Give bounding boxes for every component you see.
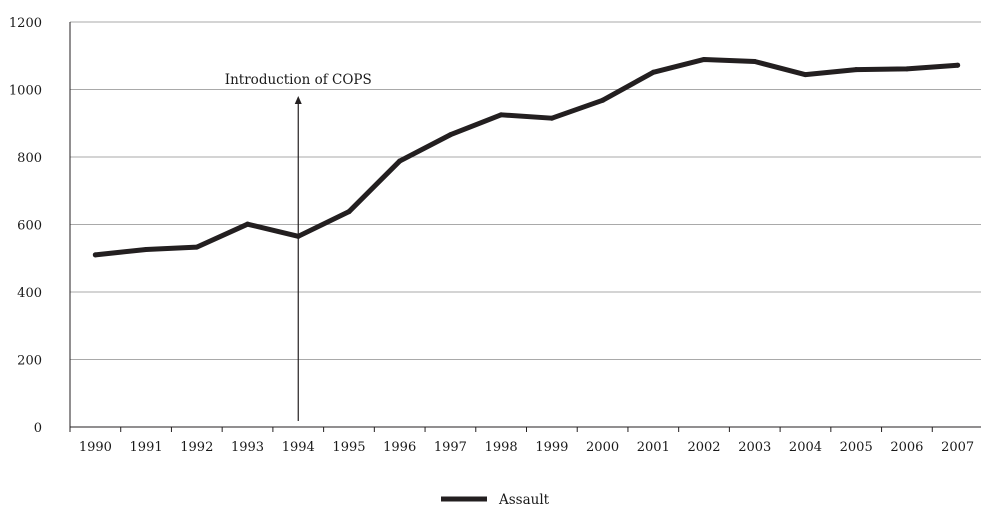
y-tick-label: 400 <box>17 286 42 301</box>
x-axis: 1990 1991 1992 1993 1994 1995 1996 1997 1998 1999… <box>69 426 981 455</box>
data-point <box>549 115 555 121</box>
annotation: Introduction of COPS <box>225 72 372 421</box>
data-point <box>245 221 251 227</box>
series-line-0 <box>92 56 961 258</box>
data-point <box>92 252 98 258</box>
data-point <box>802 72 808 78</box>
x-tick-label: 2000 <box>586 440 619 455</box>
data-point <box>295 233 301 239</box>
data-point <box>346 209 352 215</box>
data-point <box>650 69 656 75</box>
x-tick-label: 1993 <box>231 440 264 455</box>
data-point <box>955 62 961 68</box>
x-tick-label: 2001 <box>637 440 670 455</box>
data-point <box>194 244 200 250</box>
data-point <box>904 66 910 72</box>
x-tick-label: 1998 <box>485 440 518 455</box>
y-tick-label: 0 <box>34 421 42 436</box>
data-point <box>600 97 606 103</box>
annotation-label: Introduction of COPS <box>225 72 372 88</box>
data-point <box>752 58 758 64</box>
annotation-arrow-head <box>294 96 302 104</box>
data-point <box>447 132 453 138</box>
x-tick-label: 1996 <box>383 440 416 455</box>
x-tick-label: 1997 <box>434 440 467 455</box>
x-tick-label: 1990 <box>79 440 112 455</box>
x-tick-label: 2006 <box>890 440 923 455</box>
y-tick-label: 1000 <box>9 84 42 99</box>
data-point <box>853 67 859 73</box>
x-tick-label: 2002 <box>687 440 720 455</box>
x-tick-label: 2005 <box>840 440 873 455</box>
x-tick-label: 1995 <box>332 440 365 455</box>
data-point <box>143 246 149 252</box>
data-point <box>701 56 707 62</box>
x-tick-label: 2004 <box>789 440 822 455</box>
x-tick-label: 1992 <box>180 440 213 455</box>
data-point <box>498 112 504 118</box>
x-tick-label: 1991 <box>130 440 163 455</box>
x-tick-label: 1999 <box>535 440 568 455</box>
x-tick-label: 1994 <box>282 440 315 455</box>
series-group <box>92 56 961 258</box>
y-tick-label: 800 <box>17 151 42 166</box>
y-tick-label: 600 <box>17 219 42 234</box>
y-tick-label: 200 <box>17 354 42 369</box>
legend-label: Assault <box>498 492 550 508</box>
x-tick-label: 2007 <box>941 440 974 455</box>
data-point <box>397 158 403 164</box>
legend: Assault <box>441 492 550 508</box>
x-tick-label: 2003 <box>738 440 771 455</box>
gridlines <box>70 21 981 360</box>
y-tick-label: 1200 <box>9 16 42 31</box>
y-axis: 0 200 400 600 800 1000 1200 <box>9 16 71 436</box>
